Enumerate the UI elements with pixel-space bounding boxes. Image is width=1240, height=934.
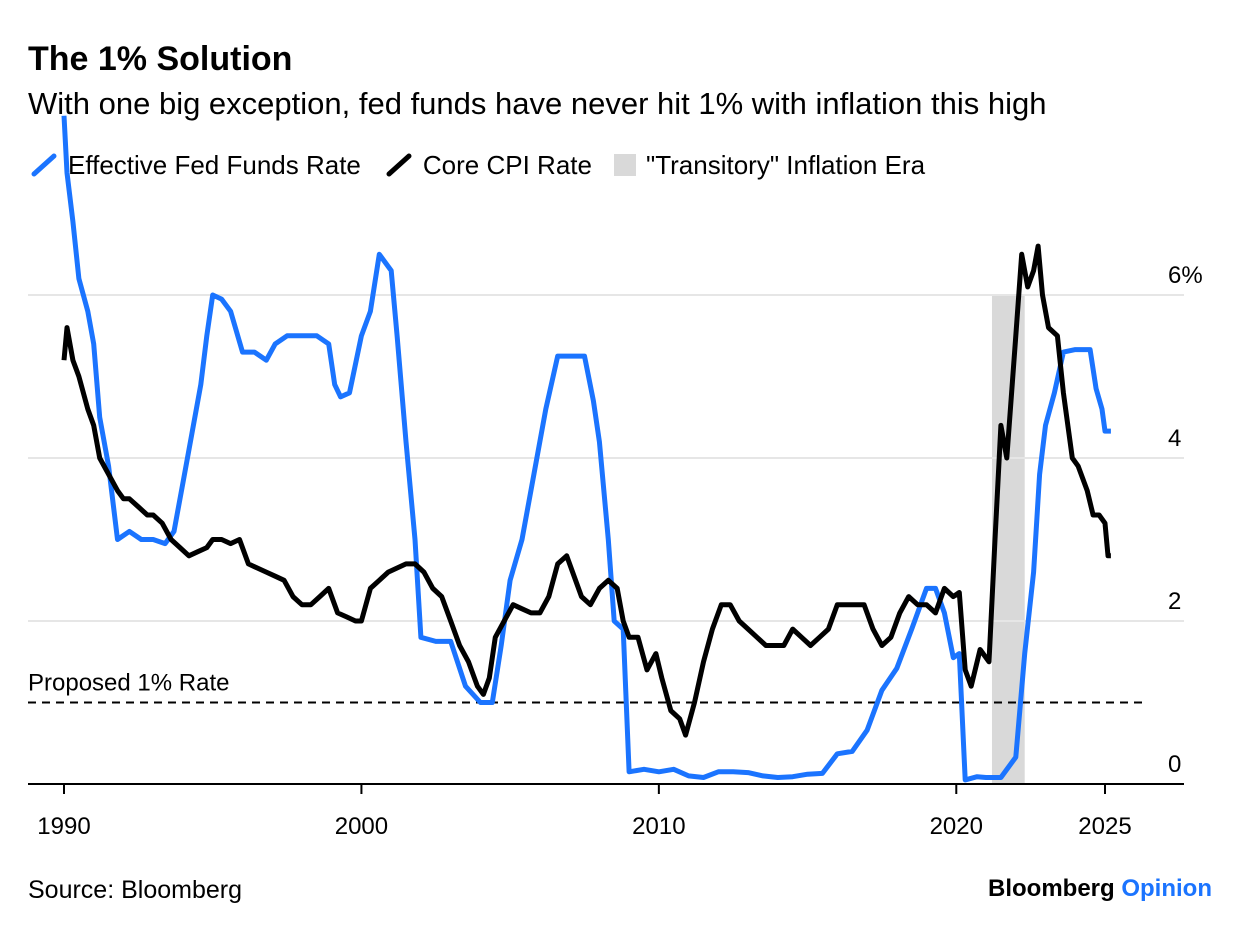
y-tick-label: 0 <box>1168 751 1181 778</box>
x-tick-label: 2025 <box>1078 813 1131 840</box>
legend-label-core-cpi: Core CPI Rate <box>422 149 592 180</box>
legend-label-transitory: "Transitory" Inflation Era <box>645 149 926 180</box>
x-tick-label: 1990 <box>37 813 90 840</box>
brand-name: Bloomberg <box>988 875 1115 902</box>
y-tick-label: 4 <box>1168 425 1181 452</box>
chart-subtitle: With one big exception, fed funds have n… <box>28 86 1047 121</box>
y-tick-label: 6% <box>1168 262 1203 289</box>
legend-item-core-cpi: Core CPI Rate <box>383 150 592 181</box>
legend-label-fed-funds: Effective Fed Funds Rate <box>68 149 361 180</box>
brand-section: Opinion <box>1121 875 1212 902</box>
x-tick-label: 2020 <box>930 813 983 840</box>
brand-logo: Bloomberg Opinion <box>988 875 1212 903</box>
x-tick-label: 2010 <box>632 813 685 840</box>
y-tick-label: 2 <box>1168 588 1181 615</box>
transitory-swatch-icon <box>613 154 636 176</box>
fed-funds-swatch-icon <box>31 153 57 177</box>
reference-line-label: Proposed 1% Rate <box>28 670 229 697</box>
x-tick-label: 2000 <box>335 813 388 840</box>
core-cpi-swatch-icon <box>386 153 412 177</box>
line-chart: 0 2 4 6% 1990 2000 2010 2020 2025 Proposed 1% Rat… <box>28 115 1203 840</box>
chart-title: The 1% Solution <box>28 40 293 78</box>
legend-item-transitory: "Transitory" Inflation Era <box>613 149 926 181</box>
legend-item-fed-funds: Effective Fed Funds Rate <box>28 150 361 181</box>
fed-funds-series-line <box>61 115 1111 783</box>
source-note: Source: Bloomberg <box>28 876 243 904</box>
core-cpi-series-line <box>61 243 1111 738</box>
legend: Effective Fed Funds Rate Core CPI Rate "… <box>28 148 947 182</box>
